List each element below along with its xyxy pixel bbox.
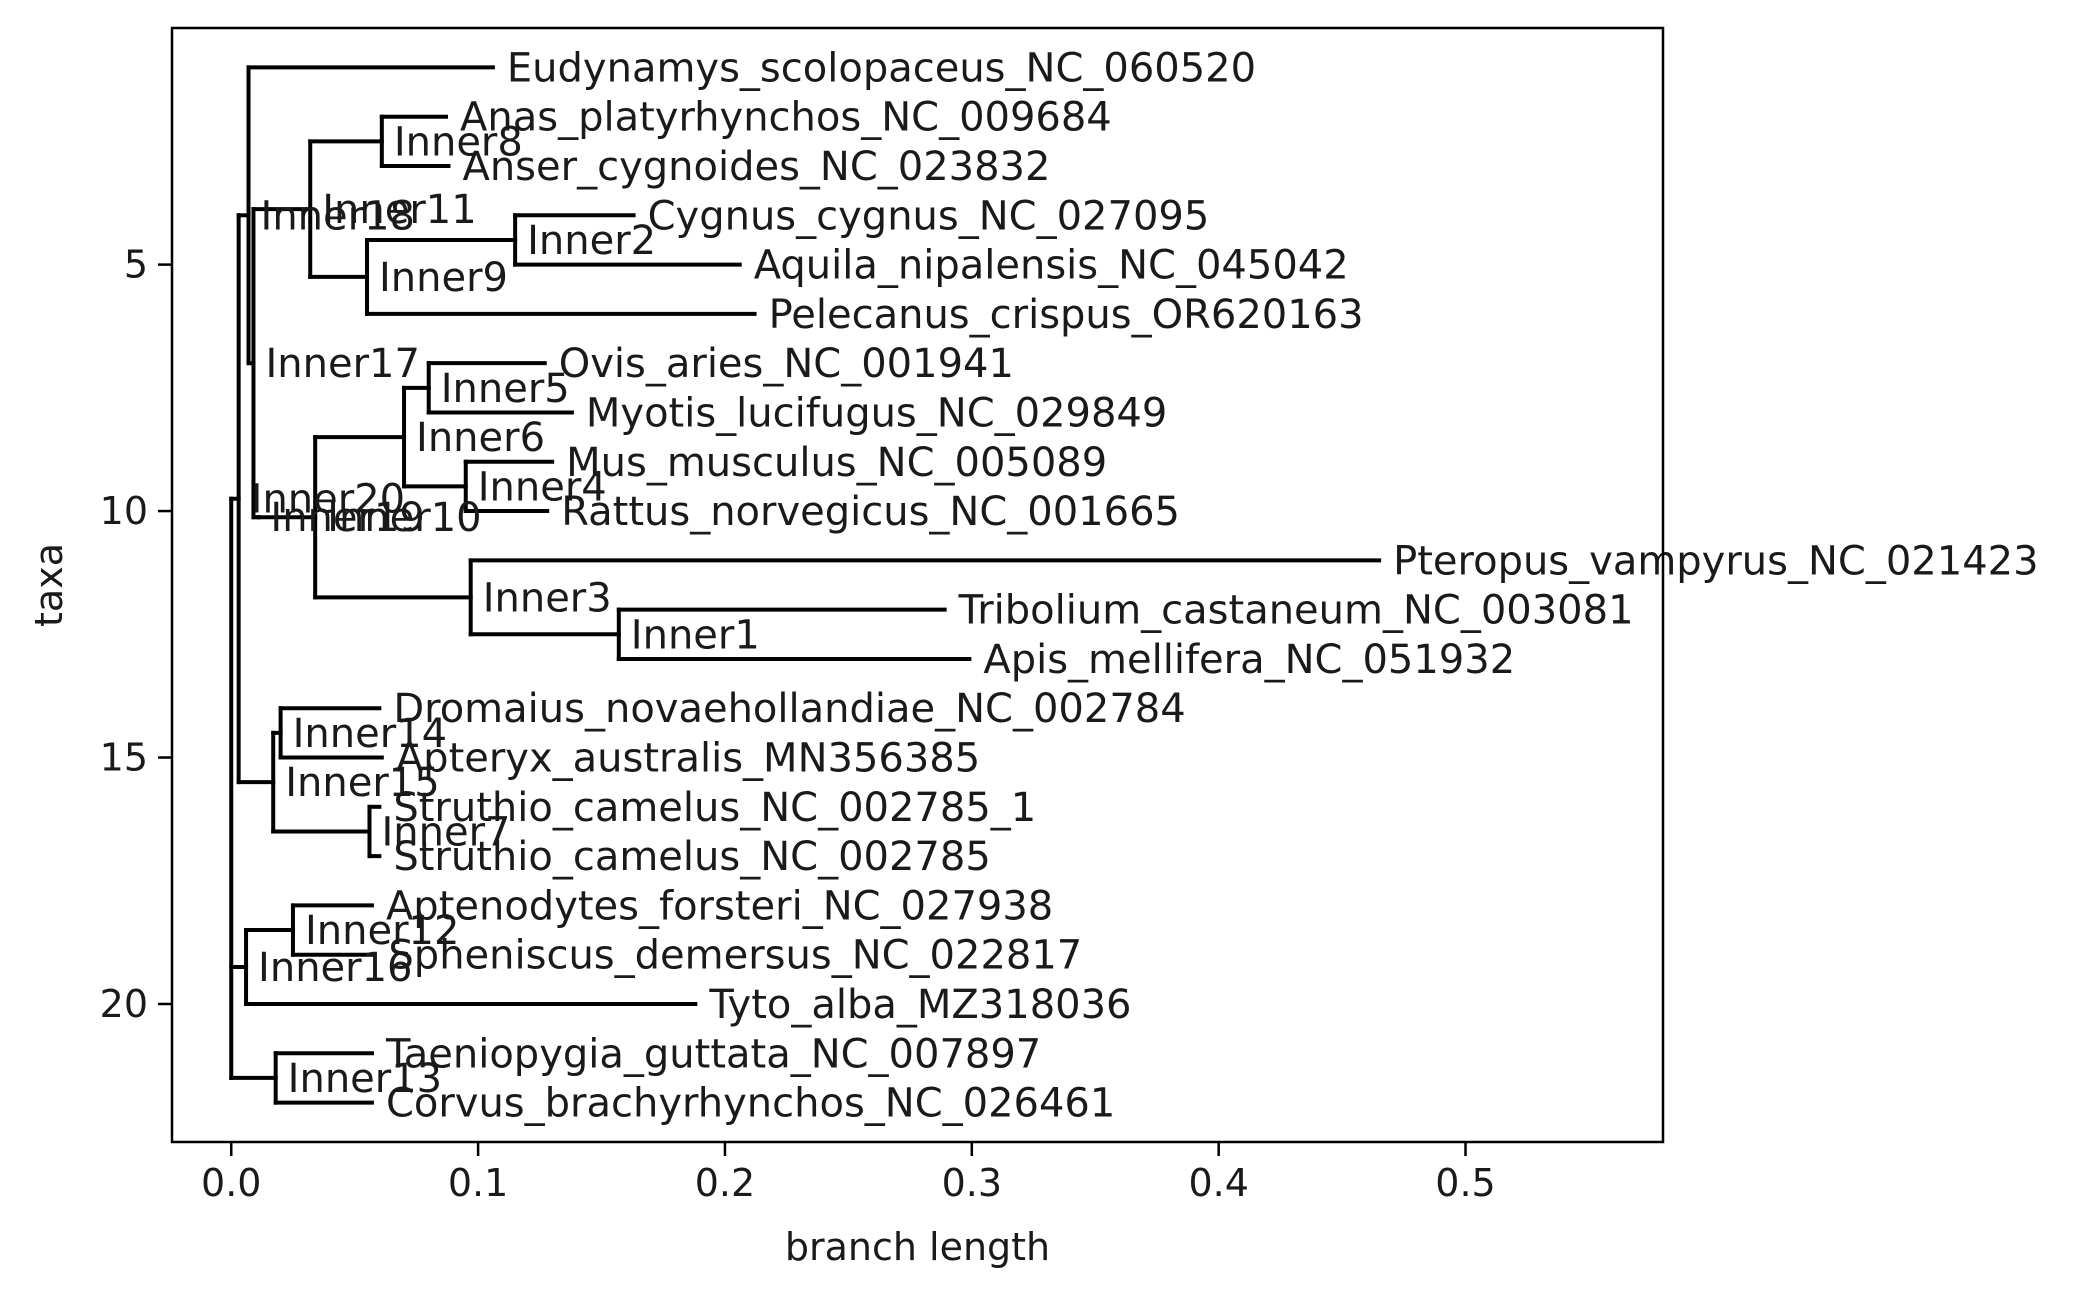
leaf-label: Pteropus_vampyrus_NC_021423 [1393, 538, 2038, 584]
internal-node-label: Inner19 [270, 495, 424, 541]
internal-node-label: Inner13 [288, 1056, 442, 1102]
leaf-label: Dromaius_novaehollandiae_NC_002784 [393, 686, 1185, 732]
leaf-label: Myotis_lucifugus_NC_029849 [586, 390, 1167, 436]
leaf-label: Cygnus_cygnus_NC_027095 [648, 193, 1210, 239]
internal-node-label: Inner18 [261, 193, 415, 239]
internal-node-label: Inner3 [483, 575, 612, 621]
leaf-label: Taeniopygia_guttata_NC_007897 [385, 1031, 1041, 1077]
internal-node-label: Inner1 [631, 612, 760, 658]
internal-node-label: Inner11 [322, 187, 476, 233]
internal-node-label: Inner20 [251, 477, 405, 523]
leaf-labels: Eudynamys_scolopaceus_NC_060520Anas_plat… [385, 45, 2039, 1126]
internal-node-label: Inner12 [305, 908, 459, 954]
y-tick-label: 5 [124, 243, 148, 287]
internal-node-label: Inner4 [478, 464, 607, 510]
leaf-label: Struthio_camelus_NC_002785 [393, 834, 990, 880]
internal-node-label: Inner2 [527, 218, 656, 264]
leaf-label: Aptenodytes_forsteri_NC_027938 [386, 883, 1053, 929]
x-tick-label: 0.2 [695, 1161, 755, 1205]
leaf-label: Mus_musculus_NC_005089 [566, 440, 1107, 486]
leaf-label: Apis_mellifera_NC_051932 [983, 637, 1515, 683]
leaf-label: Spheniscus_demersus_NC_022817 [388, 933, 1082, 979]
internal-node-label: Inner16 [258, 945, 412, 991]
x-tick-label: 0.3 [942, 1161, 1002, 1205]
plot-frame [170, 26, 1665, 1144]
leaf-label: Struthio_camelus_NC_002785_1 [393, 785, 1036, 831]
internal-node-label: Inner5 [441, 366, 570, 412]
x-tick-label: 0.0 [201, 1161, 261, 1205]
x-tick-label: 0.4 [1188, 1161, 1248, 1205]
leaf-label: Anas_platyrhynchos_NC_009684 [460, 95, 1112, 141]
leaf-label: Ovis_aries_NC_001941 [559, 341, 1014, 387]
internal-node-label: Inner7 [381, 809, 510, 855]
leaf-label: Tyto_alba_MZ318036 [708, 982, 1131, 1028]
internal-node-labels: Inner20 Inner18 Inner17 Inner11 Inner8 Inner9… [251, 119, 760, 1102]
internal-node-label: Inner14 [293, 711, 447, 757]
y-axis: 5 10 15 20 [100, 243, 172, 1026]
leaf-label: Pelecanus_crispus_OR620163 [769, 292, 1364, 338]
internal-node-label: Inner6 [416, 415, 545, 461]
leaf-label: Rattus_norvegicus_NC_001665 [561, 489, 1180, 535]
leaf-label: Apteryx_australis_MN356385 [396, 736, 980, 782]
leaf-label: Corvus_brachyrhynchos_NC_026461 [386, 1081, 1115, 1127]
x-axis-title: branch length [785, 1225, 1050, 1269]
y-tick-label: 10 [100, 489, 148, 533]
y-axis-title: taxa [27, 543, 71, 627]
leaf-label: Tribolium_castaneum_NC_003081 [958, 588, 1634, 634]
leaf-label: Aquila_nipalensis_NC_045042 [754, 243, 1349, 289]
leaf-label: Eudynamys_scolopaceus_NC_060520 [507, 45, 1256, 91]
leaf-label: Anser_cygnoides_NC_023832 [462, 144, 1050, 190]
tree-branches [229, 65, 1382, 1105]
y-tick-label: 20 [100, 982, 148, 1026]
internal-node-label: Inner9 [379, 255, 508, 301]
internal-node-label: Inner8 [394, 119, 523, 165]
x-axis: 0.0 0.1 0.2 0.3 0.4 0.5 [201, 1142, 1496, 1205]
y-tick-label: 15 [100, 736, 148, 780]
internal-node-label: Inner15 [285, 760, 439, 806]
internal-node-label: Inner17 [265, 341, 419, 387]
x-tick-label: 0.1 [448, 1161, 508, 1205]
x-tick-label: 0.5 [1435, 1161, 1495, 1205]
internal-node-label: Inner10 [327, 495, 481, 541]
